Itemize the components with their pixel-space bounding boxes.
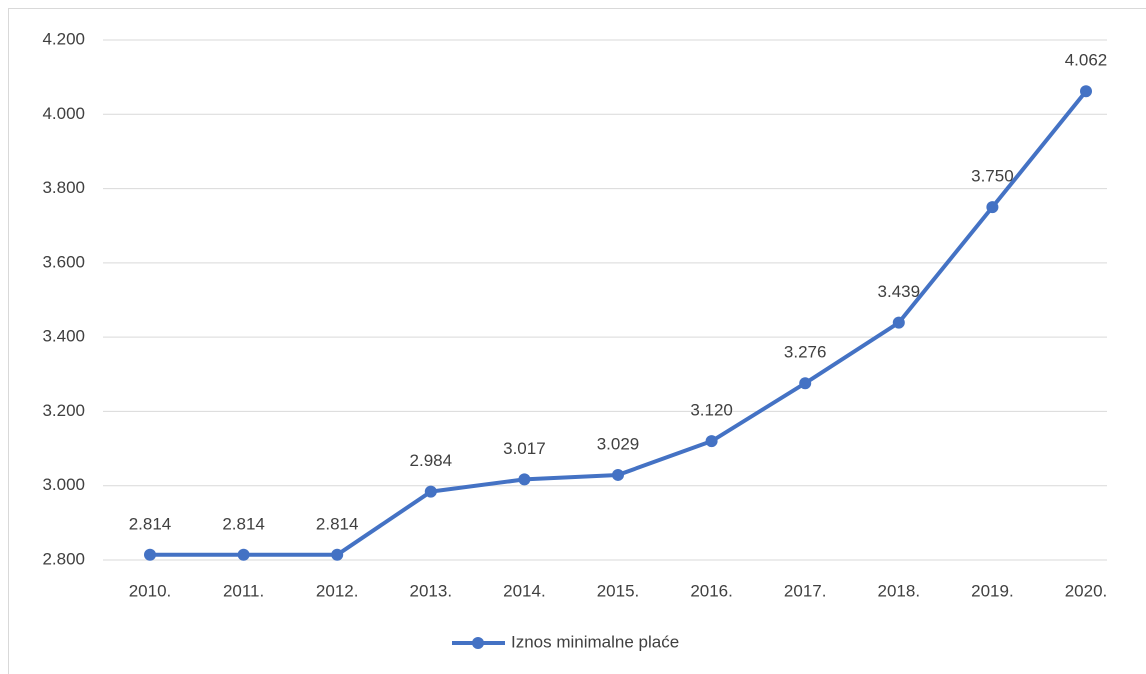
data-point [331,548,344,561]
y-tick-label: 3.600 [42,252,85,271]
data-label: 3.750 [971,167,1014,186]
data-label: 3.276 [784,343,827,362]
legend-marker [472,637,484,649]
y-tick-label: 4.000 [42,104,85,123]
data-point [144,548,156,561]
data-point [1080,85,1092,98]
y-tick-label: 3.400 [42,327,85,346]
data-point [892,316,905,329]
x-tick-label: 2013. [410,581,453,600]
data-label: 3.017 [503,439,546,458]
data-point [518,473,531,486]
x-tick-label: 2015. [597,581,640,600]
x-tick-label: 2016. [690,581,733,600]
y-tick-label: 2.800 [42,549,85,568]
data-point [237,548,250,561]
data-label: 3.439 [878,282,921,301]
legend-label: Iznos minimalne plaće [511,632,679,651]
data-point [424,485,437,498]
data-label: 3.029 [597,434,640,453]
chart-frame [8,8,1146,674]
y-tick-label: 3.800 [42,178,85,197]
data-point [705,435,718,448]
x-tick-label: 2010. [129,581,172,600]
y-tick-label: 4.200 [42,29,85,48]
data-label: 4.062 [1065,51,1108,70]
x-tick-label: 2012. [316,581,359,600]
x-tick-label: 2011. [223,581,264,600]
data-label: 2.814 [316,514,359,533]
data-label: 2.814 [222,514,265,533]
x-tick-label: 2019. [971,581,1014,600]
y-tick-label: 3.200 [42,401,85,420]
data-label: 2.984 [410,451,453,470]
data-label: 3.120 [690,401,733,420]
x-tick-label: 2018. [878,581,921,600]
x-tick-label: 2014. [503,581,546,600]
data-point [612,468,624,481]
data-point [986,201,999,214]
data-label: 2.814 [129,514,172,533]
y-tick-label: 3.000 [42,475,85,494]
x-tick-label: 2020. [1065,581,1108,600]
x-tick-label: 2017. [784,581,827,600]
data-point [799,377,812,390]
